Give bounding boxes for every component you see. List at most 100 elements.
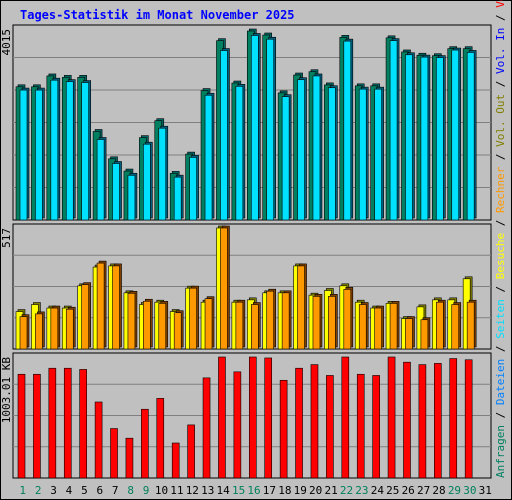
x-tick-label: 30 — [463, 484, 476, 497]
x-tick-label: 23 — [355, 484, 368, 497]
bar-volume-day-6 — [94, 401, 103, 479]
bar-hosts-day-12 — [189, 285, 199, 350]
bar-files-day-2 — [35, 87, 45, 221]
legend-entry: / — [494, 279, 507, 299]
x-tick-label: 19 — [294, 484, 307, 497]
x-tick-label: 31 — [479, 484, 492, 497]
x-tick-label: 7 — [112, 484, 119, 497]
x-tick-label: 9 — [143, 484, 150, 497]
bar-files-day-29 — [451, 47, 462, 221]
bar-hosts-day-3 — [50, 305, 61, 350]
bar-files-day-10 — [158, 125, 169, 221]
bar-files-day-28 — [436, 55, 446, 221]
bar-volume-day-20 — [310, 364, 319, 479]
x-tick-label: 15 — [232, 484, 245, 497]
bar-volume-day-4 — [63, 367, 72, 479]
x-tick-label: 21 — [324, 484, 337, 497]
x-tick-label: 16 — [247, 484, 260, 497]
bar-hosts-day-8 — [127, 290, 138, 350]
bar-volume-day-25 — [387, 356, 396, 479]
x-tick-label: 1 — [19, 484, 26, 497]
bar-files-day-7 — [112, 161, 122, 221]
bar-hosts-day-17 — [266, 288, 277, 350]
bar-hosts-day-2 — [35, 311, 45, 350]
bar-hosts-day-10 — [158, 301, 169, 350]
bar-hosts-day-25 — [389, 301, 400, 350]
x-tick-label: 18 — [278, 484, 291, 497]
right-legend: Anfragen / Dateien / Seiten / Besuche / … — [494, 0, 507, 478]
x-tick-label: 13 — [201, 484, 214, 497]
bar-files-day-22 — [343, 38, 354, 221]
legend-entry: / — [494, 147, 507, 167]
x-tick-label: 5 — [81, 484, 88, 497]
bar-hosts-day-23 — [358, 302, 369, 350]
bar-volume-day-15 — [233, 371, 242, 479]
bar-volume-day-12 — [187, 424, 195, 479]
bar-volume-day-16 — [248, 356, 257, 479]
bar-hosts-day-30 — [466, 299, 477, 350]
x-tick-label: 11 — [170, 484, 183, 497]
bar-hosts-day-15 — [235, 299, 246, 350]
bar-volume-day-7 — [110, 428, 118, 479]
bar-files-day-20 — [312, 73, 323, 221]
bar-hosts-day-28 — [436, 299, 446, 350]
bar-files-day-26 — [405, 52, 415, 221]
bar-hosts-day-27 — [420, 317, 431, 350]
bar-files-day-15 — [235, 84, 246, 221]
bar-files-day-12 — [189, 155, 199, 221]
bar-volume-day-8 — [125, 437, 134, 479]
bar-hosts-day-5 — [81, 282, 91, 350]
bar-volume-day-23 — [356, 373, 365, 479]
bar-hosts-day-21 — [328, 294, 338, 350]
bar-files-day-5 — [81, 80, 91, 221]
bar-files-day-27 — [420, 54, 431, 221]
bar-files-day-8 — [127, 172, 138, 221]
legend-entry: / — [494, 8, 507, 28]
legend-entry: Besuche — [494, 233, 507, 279]
bar-hosts-day-6 — [96, 260, 107, 350]
legend-entry: Dateien — [494, 359, 507, 405]
x-tick-label: 2 — [35, 484, 42, 497]
bar-volume-day-13 — [202, 377, 211, 479]
bar-volume-day-22 — [341, 356, 350, 479]
bar-files-day-23 — [358, 86, 369, 221]
bar-files-day-17 — [266, 36, 277, 221]
x-tick-label: 10 — [155, 484, 168, 497]
bar-volume-day-26 — [403, 361, 411, 479]
bar-volume-day-19 — [295, 367, 303, 479]
bar-hosts-day-20 — [312, 294, 323, 350]
bar-files-day-6 — [96, 137, 107, 221]
bar-files-day-14 — [220, 48, 230, 221]
bar-files-day-16 — [250, 33, 261, 221]
bar-volume-day-29 — [449, 358, 458, 479]
bar-files-day-9 — [143, 141, 153, 221]
bar-volume-day-1 — [17, 373, 26, 479]
x-tick-label: 12 — [186, 484, 199, 497]
bar-hosts-day-18 — [281, 290, 292, 350]
legend-entry: Rechner — [494, 166, 507, 213]
bar-files-day-21 — [328, 85, 338, 221]
bar-volume-day-11 — [171, 442, 180, 479]
x-tick-label: 24 — [371, 484, 385, 497]
legend-entry: Anfragen — [494, 425, 507, 478]
bar-files-day-13 — [204, 92, 215, 221]
bar-files-day-3 — [50, 77, 61, 221]
y-axis-max-label: 1003.01 KB — [0, 357, 13, 424]
legend-entry: Volumen — [494, 0, 507, 8]
y-axis-max-label: 4015 — [0, 29, 13, 56]
legend-entry: / — [494, 339, 507, 359]
bar-hosts-day-24 — [374, 305, 384, 350]
bar-volume-day-28 — [434, 363, 442, 479]
x-tick-label: 4 — [66, 484, 73, 497]
x-tick-label: 3 — [50, 484, 57, 497]
legend-entry: Seiten — [494, 299, 507, 339]
x-tick-label: 8 — [127, 484, 134, 497]
bar-hosts-day-26 — [405, 316, 415, 350]
x-tick-label: 14 — [217, 484, 231, 497]
bar-volume-day-24 — [372, 375, 380, 479]
bar-volume-day-5 — [79, 369, 87, 479]
bar-files-day-1 — [19, 87, 30, 221]
bar-files-day-25 — [389, 38, 400, 221]
bar-files-day-11 — [173, 174, 184, 221]
